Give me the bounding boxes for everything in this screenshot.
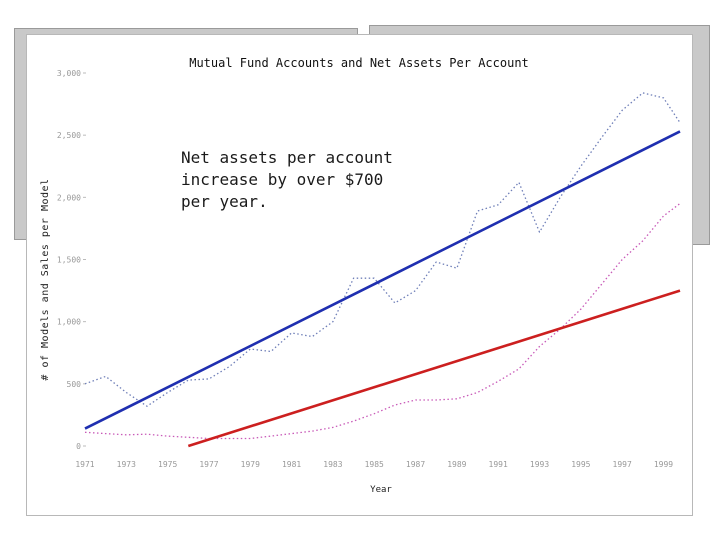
x-tick-label: 1995 bbox=[571, 460, 590, 469]
chart-panel: Mutual Fund Accounts and Net Assets Per … bbox=[26, 34, 693, 516]
x-tick-label: 1977 bbox=[199, 460, 218, 469]
x-tick-label: 1985 bbox=[365, 460, 384, 469]
x-tick-label: 1999 bbox=[654, 460, 673, 469]
x-tick-label: 1979 bbox=[241, 460, 260, 469]
x-tick-label: 1987 bbox=[406, 460, 425, 469]
x-tick-label: 1997 bbox=[613, 460, 632, 469]
y-tick-label: 1,500 bbox=[57, 256, 81, 265]
x-tick-label: 1971 bbox=[75, 460, 94, 469]
y-tick-label: 0 bbox=[76, 442, 81, 451]
x-tick-label: 1981 bbox=[282, 460, 301, 469]
series-line-2 bbox=[84, 202, 681, 440]
y-tick-label: 2,000 bbox=[57, 193, 81, 202]
y-tick-label: 500 bbox=[67, 380, 82, 389]
series-line-4 bbox=[187, 289, 681, 448]
x-axis-label: Year bbox=[370, 485, 392, 495]
x-tick-label: 1993 bbox=[530, 460, 549, 469]
y-tick-label: 1,000 bbox=[57, 318, 81, 327]
x-tick-label: 1983 bbox=[323, 460, 342, 469]
y-tick-label: 2,500 bbox=[57, 131, 81, 140]
y-tick-label: 3,000 bbox=[57, 69, 81, 78]
series-line-3 bbox=[84, 130, 681, 430]
x-tick-label: 1975 bbox=[158, 460, 177, 469]
x-tick-label: 1989 bbox=[447, 460, 466, 469]
series-line-1 bbox=[84, 92, 681, 407]
x-tick-label: 1973 bbox=[117, 460, 136, 469]
line-chart: Mutual Fund Accounts and Net Assets Per … bbox=[40, 56, 681, 495]
annotation-callout: Net assets per account increase by over … bbox=[181, 148, 393, 211]
x-tick-label: 1991 bbox=[489, 460, 508, 469]
chart-title: Mutual Fund Accounts and Net Assets Per … bbox=[189, 56, 529, 70]
y-axis-label: # of Models and Sales per Model bbox=[40, 178, 51, 380]
